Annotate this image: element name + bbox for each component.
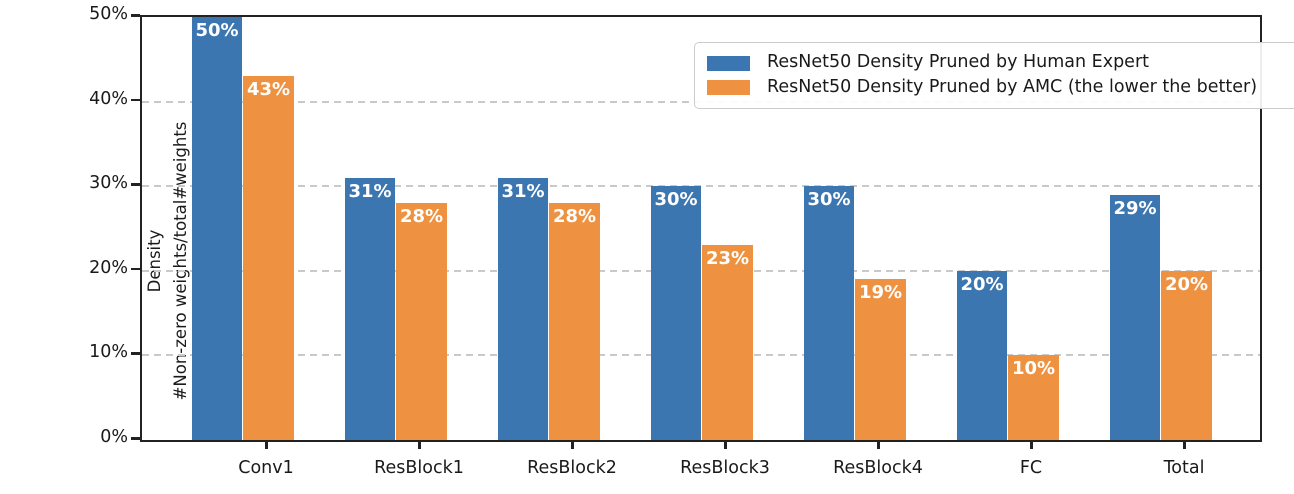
y-tick-mark xyxy=(131,437,140,440)
x-tick-label-ResBlock2: ResBlock2 xyxy=(527,458,617,478)
bar-ResBlock4-series2 xyxy=(855,279,906,440)
x-tick-label-ResBlock4: ResBlock4 xyxy=(833,458,923,478)
bar-value-label: 23% xyxy=(705,248,750,270)
x-tick-label-ResBlock3: ResBlock3 xyxy=(680,458,770,478)
bar-value-label: 29% xyxy=(1113,197,1157,219)
bar-value-label: 20% xyxy=(1164,273,1209,295)
x-tick-label-Conv1: Conv1 xyxy=(238,458,294,478)
gridline-20% xyxy=(142,269,1260,272)
x-tick-mark xyxy=(724,440,727,449)
bar-ResBlock3-series2 xyxy=(702,245,753,440)
bar-value-label: 20% xyxy=(960,273,1004,295)
legend-swatch-icon xyxy=(707,80,750,96)
y-tick-mark xyxy=(131,98,140,102)
y-tick-mark xyxy=(131,14,140,17)
bar-value-label: 10% xyxy=(1011,358,1056,380)
bar-ResBlock2-series1 xyxy=(498,177,548,440)
x-tick-mark xyxy=(1030,440,1033,449)
bar-ResBlock4-series1 xyxy=(804,186,854,440)
bar-value-label: 31% xyxy=(501,180,545,202)
y-axis-label-line2: #Non-zero weights/total#weights xyxy=(171,121,190,401)
bar-value-label: 43% xyxy=(246,79,291,101)
y-tick-label-0%: 0% xyxy=(100,427,128,447)
legend-label: ResNet50 Density Pruned by AMC (the lowe… xyxy=(767,77,1258,98)
legend-row: ResNet50 Density Pruned by AMC (the lowe… xyxy=(707,79,1294,97)
bar-value-label: 30% xyxy=(807,189,851,211)
y-tick-label-40%: 40% xyxy=(89,88,128,109)
bar-Total-series1 xyxy=(1110,194,1160,440)
x-tick-mark xyxy=(1183,440,1186,449)
bar-value-label: 31% xyxy=(348,180,392,202)
y-tick-mark xyxy=(131,183,140,186)
bar-value-label: 28% xyxy=(552,206,597,228)
legend: ResNet50 Density Pruned by Human Expert R… xyxy=(694,42,1294,109)
x-tick-label-Total: Total xyxy=(1163,458,1205,478)
gridline-10% xyxy=(142,354,1260,357)
bar-value-label: 28% xyxy=(399,206,444,228)
plot-area: Density #Non-zero weights/total#weights … xyxy=(140,15,1294,442)
bar-ResBlock3-series1 xyxy=(651,186,701,440)
bar-FC-series2 xyxy=(1008,355,1059,440)
bar-ResBlock1-series2 xyxy=(396,203,447,440)
legend-row: ResNet50 Density Pruned by Human Expert xyxy=(707,54,1294,72)
y-tick-label-20%: 20% xyxy=(89,257,128,278)
bar-value-label: 19% xyxy=(858,282,903,304)
x-tick-mark xyxy=(877,440,880,449)
bar-Conv1-series1 xyxy=(192,17,242,440)
legend-swatch-icon xyxy=(707,55,750,71)
x-tick-mark xyxy=(418,440,421,449)
x-tick-label-ResBlock1: ResBlock1 xyxy=(374,458,464,478)
gridline-30% xyxy=(142,185,1260,188)
x-tick-mark xyxy=(265,440,268,449)
bar-value-label: 30% xyxy=(654,189,698,211)
y-axis-label-line1: Density xyxy=(145,229,164,293)
y-tick-mark xyxy=(131,267,140,271)
legend-label: ResNet50 Density Pruned by Human Expert xyxy=(767,52,1150,73)
x-tick-mark xyxy=(571,440,574,449)
y-tick-label-50%: 50% xyxy=(89,4,128,24)
bar-ResBlock1-series1 xyxy=(345,177,395,440)
y-tick-label-30%: 30% xyxy=(89,173,128,194)
y-tick-mark xyxy=(131,352,140,355)
x-tick-label-FC: FC xyxy=(1019,458,1043,478)
y-tick-label-10%: 10% xyxy=(89,342,128,363)
bar-value-label: 50% xyxy=(195,20,239,41)
y-axis-label: Density #Non-zero weights/total#weights xyxy=(142,96,198,426)
bar-Conv1-series2 xyxy=(243,76,294,440)
bar-ResBlock2-series2 xyxy=(549,203,600,440)
bar-Total-series2 xyxy=(1161,270,1212,440)
bar-FC-series1 xyxy=(957,270,1007,440)
